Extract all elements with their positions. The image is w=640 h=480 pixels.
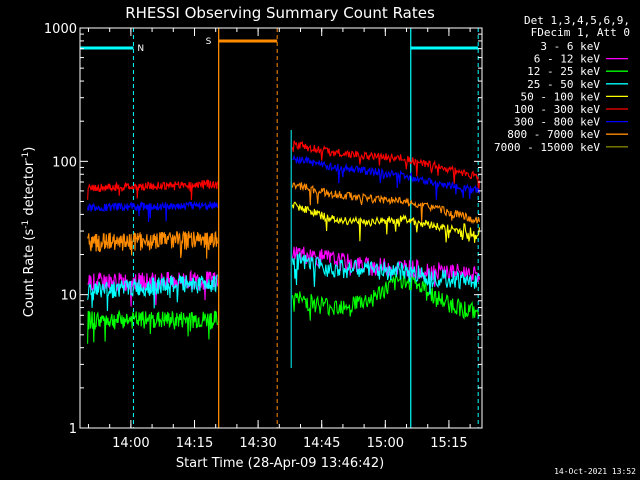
series-800-7000kev-segment-2 <box>291 182 481 225</box>
y-tick-label: 1000 <box>44 22 77 37</box>
legend-label: 6 - 12 keV <box>534 53 601 66</box>
series-100-300kev-segment-1 <box>87 179 218 201</box>
x-tick-label: 14:00 <box>112 436 149 451</box>
x-tick-label: 15:15 <box>430 436 467 451</box>
series-12-25kev-segment-1 <box>87 309 218 344</box>
legend: Det 1,3,4,5,6,9,FDecim 1, Att 03 - 6 keV… <box>494 14 630 154</box>
y-tick-label: 100 <box>52 155 77 170</box>
plot-area: NS <box>80 28 481 428</box>
legend-label: 25 - 50 keV <box>527 78 600 91</box>
series-800-7000kev-segment-1 <box>87 230 218 259</box>
x-tick-label: 15:00 <box>367 436 404 451</box>
legend-label: 100 - 300 keV <box>514 103 600 116</box>
series-100-300kev-segment-2 <box>291 140 481 193</box>
series-50-100kev-segment-2 <box>291 201 481 243</box>
legend-label: 300 - 800 keV <box>514 116 600 129</box>
legend-label: 50 - 100 keV <box>521 90 601 103</box>
y-axis-label: Count Rate (s-1 detector-1) <box>21 147 37 318</box>
axes-frame <box>79 27 483 429</box>
chart-title: RHESSI Observing Summary Count Rates <box>125 4 435 22</box>
legend-label: 12 - 25 keV <box>527 65 600 78</box>
legend-label: 7000 - 15000 keV <box>494 141 600 154</box>
series-25-50kev-segment-1 <box>87 274 218 312</box>
legend-label: 800 - 7000 keV <box>507 128 600 141</box>
x-axis-label: Start Time (28-Apr-09 13:46:42) <box>176 456 384 471</box>
series-300-800kev-segment-1 <box>87 200 218 223</box>
night-flag-label: N <box>137 44 144 54</box>
legend-label: 3 - 6 keV <box>540 40 600 53</box>
series-300-800kev-segment-2 <box>292 154 481 200</box>
legend-header-line: FDecim 1, Att 0 <box>531 26 630 39</box>
x-tick-label: 14:30 <box>239 436 276 451</box>
legend-header-line: Det 1,3,4,5,6,9, <box>524 14 630 27</box>
series-12-25kev-segment-2 <box>291 271 480 321</box>
axes: 1 10 100 1000 14:00 14:15 14:30 14:45 15:00 15:15 <box>44 22 483 451</box>
y-tick-label: 1 <box>69 422 77 437</box>
y-tick-label: 10 <box>60 289 77 304</box>
render-timestamp: 14-Oct-2021 13:52 <box>554 467 636 476</box>
x-tick-label: 14:15 <box>176 436 213 451</box>
x-tick-label: 14:45 <box>303 436 340 451</box>
series-25-50kev-segment-2 <box>291 251 480 295</box>
saa-flag-label: S <box>206 37 212 47</box>
